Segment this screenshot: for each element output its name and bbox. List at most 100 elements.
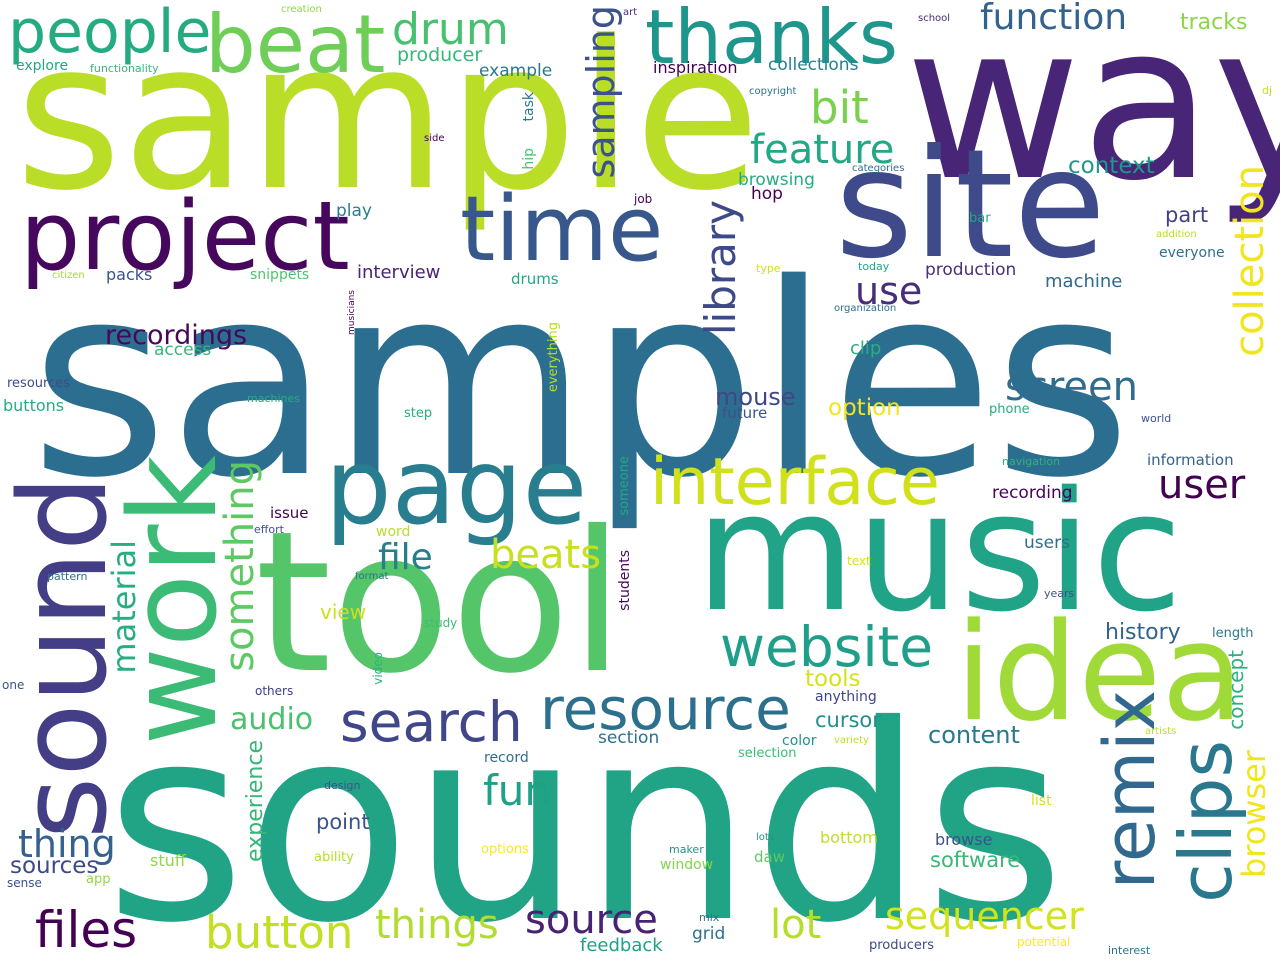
word-files: files bbox=[35, 901, 138, 959]
word-effort: effort bbox=[254, 523, 284, 536]
word-samples: samples bbox=[30, 228, 1132, 536]
word-maker: maker bbox=[669, 843, 704, 856]
word-part: part bbox=[1165, 203, 1209, 227]
word-project: project bbox=[20, 182, 350, 292]
word-options: options bbox=[481, 842, 529, 857]
word-sources: sources bbox=[10, 853, 99, 879]
word-explore: explore bbox=[16, 58, 69, 74]
word-production: production bbox=[925, 260, 1017, 280]
word-example: example bbox=[479, 61, 553, 81]
word-school: school bbox=[918, 13, 951, 24]
word-window: window bbox=[660, 857, 714, 873]
word-play: play bbox=[336, 201, 372, 221]
word-one: one bbox=[2, 678, 25, 692]
word-today: today bbox=[858, 260, 890, 273]
word-functionality: functionality bbox=[90, 62, 159, 75]
word-machine: machine bbox=[1045, 271, 1123, 292]
word-producers: producers bbox=[869, 938, 935, 953]
word-everyone: everyone bbox=[1159, 245, 1225, 261]
word-screen: screen bbox=[1005, 364, 1138, 410]
word-things: things bbox=[375, 902, 499, 948]
word-app: app bbox=[86, 872, 111, 887]
word-site: site bbox=[835, 118, 1106, 292]
word-text: text bbox=[847, 554, 871, 568]
word-software: software bbox=[930, 848, 1021, 872]
word-packs: packs bbox=[106, 265, 153, 284]
word-world: world bbox=[1141, 412, 1172, 425]
word-clips: clips bbox=[1164, 740, 1248, 903]
word-source: source bbox=[525, 897, 658, 943]
word-time: time bbox=[460, 177, 664, 282]
word-selection: selection bbox=[738, 746, 797, 761]
word-type: type bbox=[756, 262, 781, 275]
word-producer: producer bbox=[397, 44, 483, 66]
word-recording: recording bbox=[992, 483, 1073, 503]
word-stuff: stuff bbox=[150, 851, 186, 870]
word-material: material bbox=[105, 540, 143, 674]
word-point: point bbox=[316, 810, 370, 834]
word-hip: hip bbox=[521, 148, 537, 170]
word-lots: lots bbox=[756, 832, 775, 843]
word-interview: interview bbox=[357, 262, 441, 283]
word-study: study bbox=[424, 616, 458, 630]
word-way: way bbox=[905, 0, 1280, 228]
word-hop: hop bbox=[751, 184, 783, 204]
word-side: side bbox=[424, 133, 445, 144]
word-resource: resource bbox=[540, 675, 791, 743]
word-categories: categories bbox=[852, 163, 905, 174]
word-word: word bbox=[376, 524, 411, 540]
word-video: video bbox=[371, 652, 385, 685]
word-grid: grid bbox=[692, 924, 726, 944]
word-variety: variety bbox=[834, 735, 869, 746]
word-sequencer: sequencer bbox=[885, 894, 1084, 938]
word-tracks: tracks bbox=[1180, 10, 1248, 35]
word-potential: potential bbox=[1017, 935, 1071, 949]
word-bottom: bottom bbox=[820, 828, 878, 847]
word-recordings: recordings bbox=[105, 320, 248, 351]
word-music: music bbox=[695, 456, 1183, 648]
word-clip: clip bbox=[850, 338, 882, 359]
word-idea: idea bbox=[955, 594, 1244, 751]
word-thanks: thanks bbox=[645, 0, 898, 81]
word-drum: drum bbox=[392, 4, 509, 55]
word-tab: tab bbox=[88, 393, 115, 412]
word-lot: lot bbox=[770, 902, 822, 948]
word-user: user bbox=[1158, 462, 1246, 508]
word-sample: sample bbox=[15, 0, 761, 236]
word-sounds: sounds bbox=[105, 667, 1066, 960]
word-button: button bbox=[205, 906, 354, 959]
word-job: job bbox=[634, 192, 653, 206]
word-something: something bbox=[217, 460, 263, 672]
word-navigation: navigation bbox=[1002, 455, 1061, 468]
word-people: people bbox=[8, 0, 212, 67]
word-snippets: snippets bbox=[250, 267, 310, 283]
word-website: website bbox=[720, 615, 934, 679]
word-mix: mix bbox=[699, 911, 720, 924]
word-browsing: browsing bbox=[738, 170, 815, 190]
word-collections: collections bbox=[768, 55, 859, 75]
word-option: option bbox=[828, 395, 901, 421]
word-content: content bbox=[928, 721, 1020, 749]
word-feedback: feedback bbox=[580, 935, 663, 956]
word-record: record bbox=[484, 750, 529, 766]
word-history: history bbox=[1105, 620, 1181, 645]
word-mouse: mouse bbox=[715, 383, 796, 411]
word-phone: phone bbox=[989, 402, 1030, 417]
word-format: format bbox=[355, 571, 389, 582]
word-fun: fun bbox=[483, 766, 552, 815]
word-years: years bbox=[1044, 587, 1075, 600]
word-citizen: citizen bbox=[52, 270, 85, 281]
word-length: length bbox=[1212, 626, 1254, 641]
word-copyright: copyright bbox=[749, 86, 797, 97]
word-machines: machines bbox=[247, 392, 301, 405]
word-sense: sense bbox=[7, 876, 42, 890]
word-step: step bbox=[404, 406, 433, 421]
word-someone: someone bbox=[617, 456, 632, 516]
word-browser: browser bbox=[1235, 750, 1273, 879]
word-cursor: cursor bbox=[815, 708, 881, 732]
word-library: library bbox=[696, 200, 745, 336]
word-bit: bit bbox=[810, 81, 869, 134]
word-audio: audio bbox=[230, 702, 314, 737]
word-resources: resources bbox=[7, 376, 71, 391]
word-dj: dj bbox=[1262, 84, 1273, 97]
